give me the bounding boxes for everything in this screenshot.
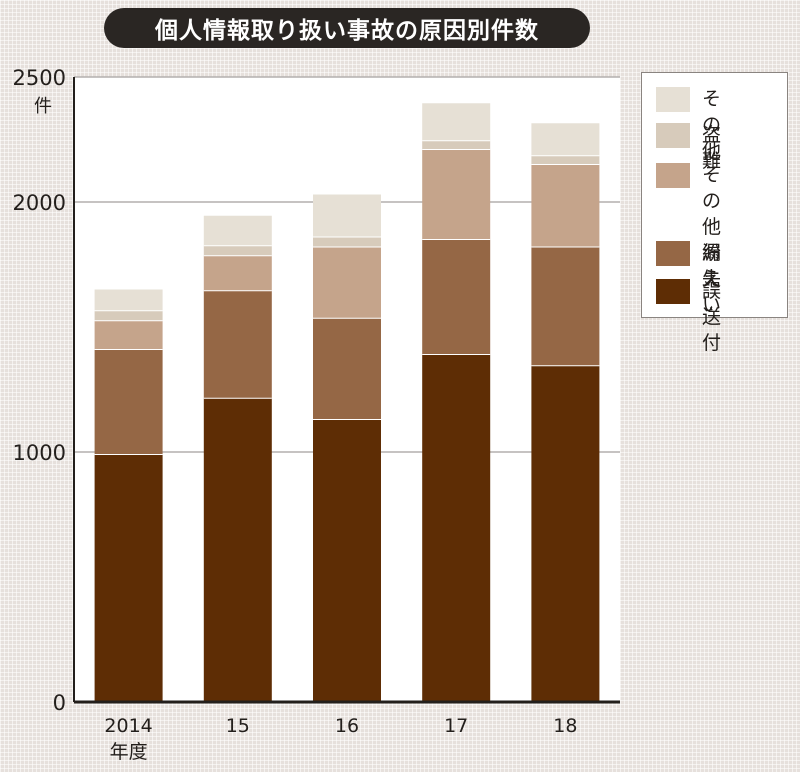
bar-segment [422, 149, 491, 240]
bar-segment [313, 419, 381, 702]
x-axis-label: 年度 [110, 741, 148, 763]
x-tick-label: 2014 [104, 715, 152, 737]
legend-swatch [656, 87, 690, 112]
x-tick-label: 17 [444, 715, 468, 737]
bar-segment [422, 354, 491, 702]
bar-segment [94, 454, 163, 702]
bar-segment [313, 194, 381, 237]
bar-segment [422, 103, 491, 141]
bar-segment [531, 247, 600, 366]
legend-label: 紛失 [702, 242, 722, 290]
legend-label: その他 [702, 88, 722, 162]
bar-segment [531, 365, 600, 702]
legend-label: 誤送付 [702, 280, 722, 354]
chart-title: 個人情報取り扱い事故の原因別件数 [155, 18, 539, 44]
bar-segment [531, 155, 600, 165]
bar-segment [94, 349, 163, 455]
x-tick-label: 16 [335, 715, 359, 737]
bar-segment [203, 215, 272, 246]
bar-segment [313, 318, 381, 420]
bar-segment [531, 164, 600, 247]
y-axis-label: 件 [34, 96, 52, 117]
legend-swatch [656, 123, 690, 148]
y-tick-label: 2000 [13, 191, 66, 215]
bar-segment [422, 239, 491, 355]
bar-segment [94, 320, 163, 350]
x-tick-label: 15 [226, 715, 250, 737]
x-tick-label: 18 [553, 715, 577, 737]
bar-segment [203, 398, 272, 702]
bar-segment [422, 140, 491, 150]
legend-label: その他 漏えい [702, 164, 722, 316]
bar-segment [94, 289, 163, 311]
bar-segment [203, 245, 272, 256]
legend-label: 盗難 [702, 124, 722, 172]
bar-segment [203, 255, 272, 291]
y-tick-label: 0 [53, 691, 66, 715]
bar-segment [313, 237, 381, 247]
legend-swatch [656, 279, 690, 304]
bar-segment [531, 123, 600, 156]
bar-segment [313, 247, 381, 319]
bar-segment [94, 310, 163, 321]
chart-title-banner: 個人情報取り扱い事故の原因別件数 [104, 8, 590, 48]
chart-legend: その他 盗難 その他 漏えい 紛失 誤送付 [641, 72, 788, 354]
y-tick-label: 1000 [13, 441, 66, 465]
legend-swatch [656, 241, 690, 266]
bar-segment [203, 290, 272, 399]
y-tick-label: 2500 [13, 66, 66, 90]
legend-swatch [656, 163, 690, 188]
